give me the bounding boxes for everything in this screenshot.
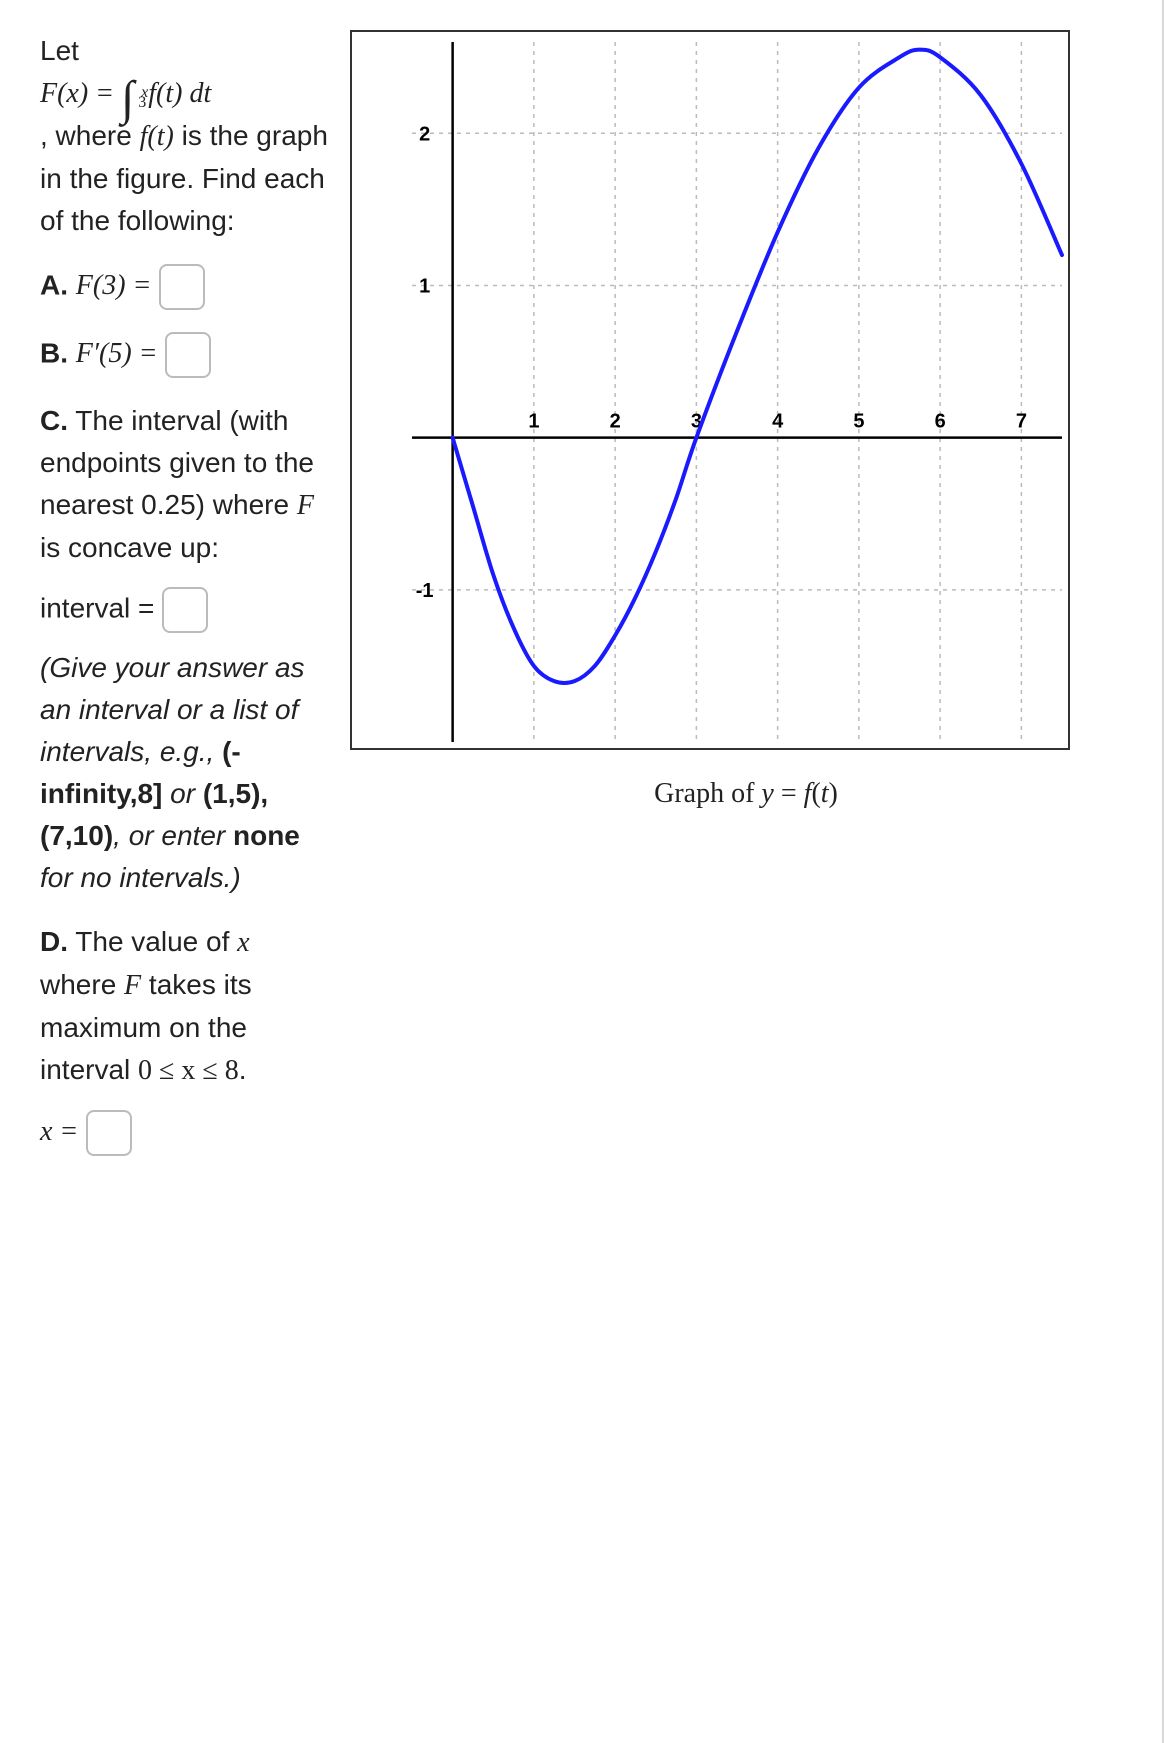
part-d-range: 0 ≤ x ≤ 8 [138,1050,239,1092]
part-d-F: F [124,965,141,1007]
chart-caption-text: Graph of y = f(t) [654,778,838,809]
part-c-F: F [297,485,314,527]
part-c-letter: C. [40,405,68,436]
part-a-input[interactable] [159,264,205,310]
part-c-text1: The interval (with endpoints given to th… [40,405,314,520]
part-a-letter: A. [40,269,68,300]
part-b-letter: B. [40,337,68,368]
svg-text:7: 7 [1016,411,1027,433]
part-d-answer-row: x = [40,1110,332,1156]
f-of-t: f(t) [140,116,174,158]
chart-svg: 1234567-112 [352,32,1072,752]
intro-text-1: Let [40,35,79,66]
page-container: Let F(x) = ∫3x f(t) dt , where f(t) is t… [0,0,1164,1743]
intro-paragraph: Let F(x) = ∫3x f(t) dt , where f(t) is t… [40,30,332,242]
svg-text:2: 2 [419,123,430,145]
chart-caption: Graph of y = f(t) [350,750,1142,810]
part-d-text1: The value of [68,926,237,957]
svg-text:1: 1 [419,275,430,297]
hint-text-2: for no intervals.) [40,862,241,893]
part-d-input[interactable] [86,1110,132,1156]
formula-definition: F(x) = ∫3x f(t) dt [40,73,211,115]
svg-text:2: 2 [610,411,621,433]
part-a: A. F(3) = [40,264,332,310]
x-equals-label: x = [40,1111,78,1153]
part-b-input[interactable] [165,332,211,378]
hint-or2: , or enter [113,820,233,851]
formula-lhs: F(x) = [40,78,114,109]
hint-none: none [233,820,300,851]
chart-column: 1234567-112 Graph of y = f(t) [350,30,1142,810]
part-d: D. The value of x where F takes its maxi… [40,921,332,1156]
hint-text-1: (Give your answer as an interval or a li… [40,652,305,767]
part-d-x: x [237,922,249,964]
part-d-text2: where [40,969,124,1000]
part-d-letter: D. [40,926,68,957]
part-c-input[interactable] [162,587,208,633]
part-c-text2: is concave up: [40,532,219,563]
svg-text:-1: -1 [416,580,434,602]
hint-or1: or [162,778,202,809]
integral-body: f(t) dt [148,78,211,109]
part-b-expr: F′(5) = [76,333,158,375]
part-c-interval-row: interval = [40,587,332,633]
svg-text:6: 6 [935,411,946,433]
part-b: B. F′(5) = [40,332,332,378]
svg-text:5: 5 [853,411,864,433]
part-d-period: . [239,1054,247,1085]
svg-text:4: 4 [772,411,784,433]
part-c: C. The interval (with endpoints given to… [40,400,332,899]
question-column: Let F(x) = ∫3x f(t) dt , where f(t) is t… [40,30,350,1178]
chart-box: 1234567-112 [350,30,1070,750]
part-c-hint: (Give your answer as an interval or a li… [40,647,332,899]
svg-text:1: 1 [528,411,539,433]
part-a-expr: F(3) = [76,265,152,307]
interval-label: interval = [40,592,154,623]
